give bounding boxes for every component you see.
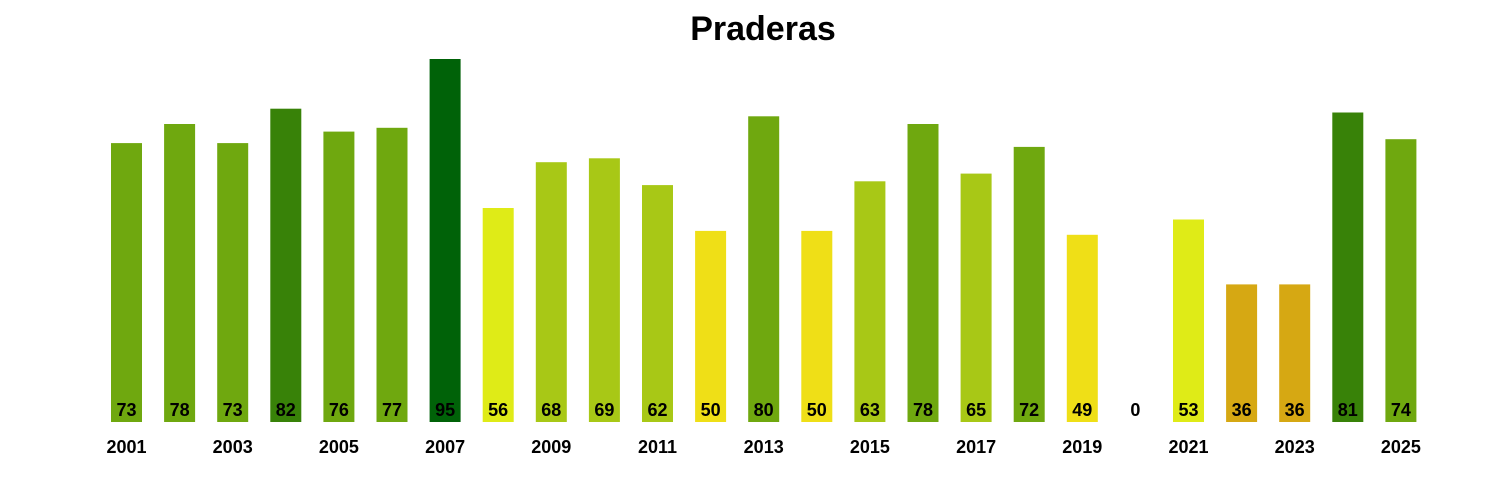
x-tick-label: 2023	[1275, 437, 1315, 457]
bar-value-label: 69	[594, 400, 614, 420]
x-tick-label: 2025	[1381, 437, 1421, 457]
bar-value-label: 0	[1130, 400, 1140, 420]
bar-value-label: 65	[966, 400, 986, 420]
bar-2009	[535, 162, 567, 422]
bar-value-label: 68	[541, 400, 561, 420]
bar-2003	[217, 143, 249, 422]
x-tick-label: 2015	[850, 437, 890, 457]
bar-value-label: 73	[116, 400, 136, 420]
bar-2024	[1332, 112, 1364, 422]
bar-value-label: 62	[647, 400, 667, 420]
bar-2022	[1226, 284, 1258, 422]
bar-2021	[1173, 219, 1204, 422]
x-tick-label: 2013	[744, 437, 784, 457]
bar-value-label: 73	[223, 400, 243, 420]
bar-2002	[164, 124, 196, 422]
bar-value-label: 78	[170, 400, 190, 420]
bar-2010	[588, 158, 620, 423]
bar-2008	[482, 208, 514, 422]
x-tick-label: 2019	[1062, 437, 1102, 457]
x-tick-label: 2011	[638, 437, 677, 457]
bar-2006	[376, 127, 408, 423]
bar-2014	[801, 230, 833, 422]
bar-2017	[960, 173, 992, 422]
bar-value-label: 63	[860, 400, 880, 420]
x-tick-label: 2003	[213, 437, 253, 457]
x-tick-label: 2017	[956, 437, 996, 457]
bar-2004	[270, 108, 302, 422]
bar-2012	[695, 230, 727, 422]
bar-2001	[111, 143, 142, 422]
bar-value-label: 72	[1019, 400, 1039, 420]
bar-value-label: 50	[701, 400, 721, 420]
chart-title: Praderas	[690, 10, 836, 48]
bar-value-label: 50	[807, 400, 827, 420]
bar-value-label: 56	[488, 400, 508, 420]
bar-value-label: 95	[435, 400, 455, 420]
bar-2005	[323, 131, 355, 422]
bar-2007	[429, 59, 461, 422]
bar-value-label: 36	[1285, 400, 1305, 420]
x-tick-label: 2021	[1168, 437, 1208, 457]
bar-value-label: 74	[1391, 400, 1411, 420]
bar-value-label: 82	[276, 400, 296, 420]
bar-value-label: 36	[1232, 400, 1252, 420]
bar-value-label: 81	[1338, 400, 1358, 420]
bar-2016	[907, 124, 939, 422]
bar-2019	[1066, 234, 1098, 422]
x-tick-label: 2009	[531, 437, 571, 457]
bar-value-label: 77	[382, 400, 402, 420]
bar-value-label: 78	[913, 400, 933, 420]
bar-2018	[1013, 146, 1045, 422]
bar-2013	[748, 116, 780, 423]
x-tick-label: 2005	[319, 437, 359, 457]
x-tick-label: 2001	[106, 437, 146, 457]
bar-value-label: 76	[329, 400, 349, 420]
x-tick-label: 2007	[425, 437, 465, 457]
bar-value-label: 80	[754, 400, 774, 420]
bar-2025	[1385, 139, 1417, 422]
bar-value-label: 53	[1178, 400, 1198, 420]
bar-2011	[642, 185, 673, 422]
bar-value-label: 49	[1072, 400, 1092, 420]
bar-2023	[1279, 284, 1311, 422]
bar-2015	[854, 181, 886, 422]
